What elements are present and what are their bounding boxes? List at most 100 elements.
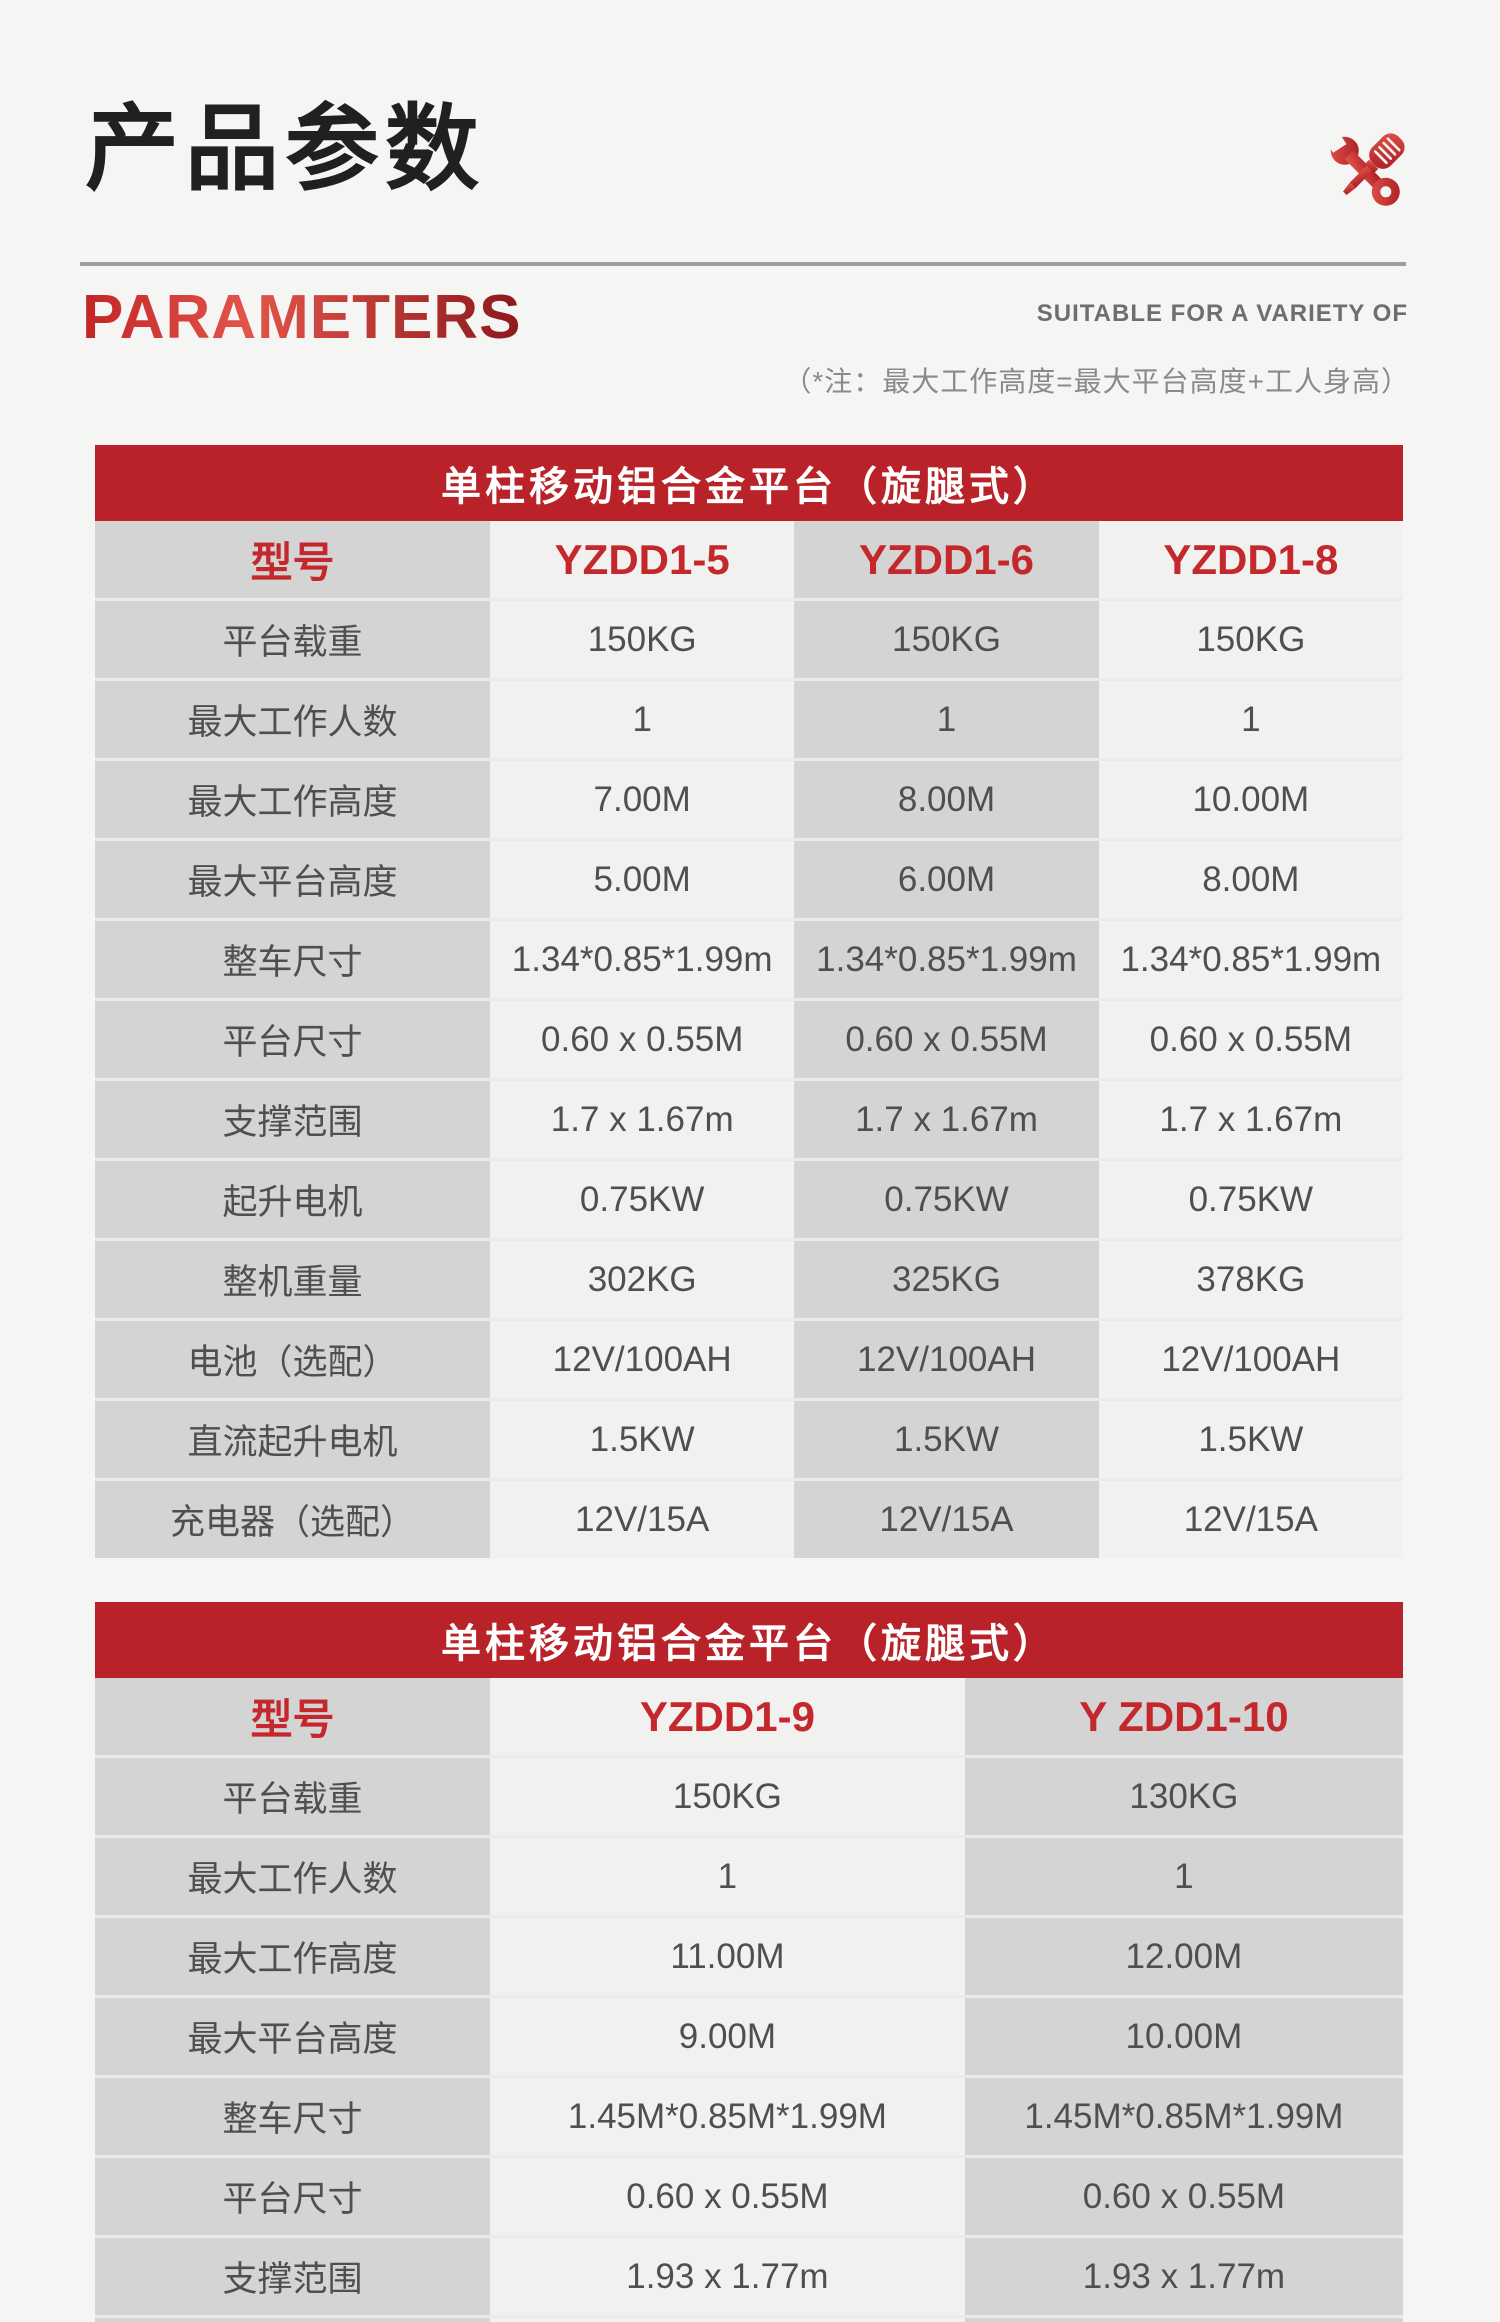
spec-row: 整车尺寸 1.45M*0.85M*1.99M 1.45M*0.85M*1.99M — [95, 2078, 1403, 2155]
row-label: 最大平台高度 — [95, 841, 491, 918]
spec-row: 平台尺寸 0.60 x 0.55M 0.60 x 0.55M — [95, 2158, 1403, 2235]
value-cell: 1 — [794, 681, 1099, 758]
model-name-cell: YZDD1-6 — [794, 521, 1099, 598]
subtitle-en: SUITABLE FOR A VARIETY OF — [1036, 300, 1408, 327]
table-body: 型号 YZDD1-5 YZDD1-6 YZDD1-8 平台载重 150KG 150KG 150… — [95, 521, 1403, 1558]
value-cell: 1.7 x 1.67m — [490, 1081, 795, 1158]
row-label: 最大平台高度 — [95, 1998, 491, 2075]
spec-row: 支撑范围 1.93 x 1.77m 1.93 x 1.77m — [95, 2238, 1403, 2315]
row-label: 起升电机 — [95, 1161, 491, 1238]
spec-row: 最大工作人数 1 1 — [95, 1838, 1403, 1915]
value-cell — [964, 2318, 1403, 2322]
value-cell: 12.00M — [964, 1918, 1403, 1995]
value-cell: 5.00M — [490, 841, 795, 918]
row-label: 型号 — [95, 1678, 491, 1755]
row-label: 型号 — [95, 521, 491, 598]
value-cell: 150KG — [490, 601, 795, 678]
value-cell: 10.00M — [964, 1998, 1403, 2075]
spec-row: 最大工作高度 11.00M 12.00M — [95, 1918, 1403, 1995]
model-name-cell: YZDD1-5 — [490, 521, 795, 598]
table-title: 单柱移动铝合金平台（旋腿式） — [95, 445, 1403, 521]
model-row: 型号 YZDD1-9 Y ZDD1-10 — [95, 1678, 1403, 1755]
value-cell: 325KG — [794, 1241, 1099, 1318]
spec-row: 最大工作高度 7.00M 8.00M 10.00M — [95, 761, 1403, 838]
row-label: 整机重量 — [95, 1241, 491, 1318]
spec-table-1: 单柱移动铝合金平台（旋腿式） 型号 YZDD1-5 YZDD1-6 YZDD1-8 平台… — [95, 445, 1403, 1558]
value-cell: 150KG — [794, 601, 1099, 678]
value-cell: 12V/15A — [794, 1481, 1099, 1558]
spec-row: 电池（选配） 12V/100AH 12V/100AH 12V/100AH — [95, 1321, 1403, 1398]
table-body: 型号 YZDD1-9 Y ZDD1-10 平台载重 150KG 130KG 最大工作人数 1 1… — [95, 1678, 1403, 2322]
model-row: 型号 YZDD1-5 YZDD1-6 YZDD1-8 — [95, 521, 1403, 598]
spec-table-2: 单柱移动铝合金平台（旋腿式） 型号 YZDD1-9 Y ZDD1-10 平台载重 150… — [95, 1602, 1403, 2322]
value-cell: 1.93 x 1.77m — [490, 2238, 965, 2315]
spec-row: 平台载重 150KG 150KG 150KG — [95, 601, 1403, 678]
value-cell: 1.7 x 1.67m — [1098, 1081, 1403, 1158]
value-cell: 130KG — [964, 1758, 1403, 1835]
spec-row: 整机重量 302KG 325KG 378KG — [95, 1241, 1403, 1318]
row-label: 支撑范围 — [95, 1081, 491, 1158]
row-label: 最大工作人数 — [95, 681, 491, 758]
spec-row: 平台载重 150KG 130KG — [95, 1758, 1403, 1835]
value-cell: 0.75KW — [1098, 1161, 1403, 1238]
model-name-cell: YZDD1-9 — [490, 1678, 965, 1755]
value-cell: 150KG — [1098, 601, 1403, 678]
value-cell: 1.5KW — [794, 1401, 1099, 1478]
row-label: 支撑范围 — [95, 2238, 491, 2315]
value-cell: 12V/15A — [490, 1481, 795, 1558]
value-cell: 12V/15A — [1098, 1481, 1403, 1558]
page-title: 产品参数 — [85, 96, 486, 201]
page-title-en: PARAMETERS — [82, 283, 522, 352]
value-cell: 0.60 x 0.55M — [794, 1001, 1099, 1078]
value-cell: 1.34*0.85*1.99m — [490, 921, 795, 998]
row-label: 整车尺寸 — [95, 2078, 491, 2155]
row-label: 最大工作高度 — [95, 1918, 491, 1995]
model-name-cell: YZDD1-8 — [1098, 521, 1403, 598]
spec-row: 直流起升电机 1.5KW 1.5KW 1.5KW — [95, 1401, 1403, 1478]
value-cell: 150KG — [490, 1758, 965, 1835]
table-title: 单柱移动铝合金平台（旋腿式） — [95, 1602, 1403, 1678]
value-cell: 8.00M — [1098, 841, 1403, 918]
wrench-screwdriver-icon — [1323, 129, 1405, 206]
value-cell: 6.00M — [794, 841, 1099, 918]
row-label: 平台尺寸 — [95, 2158, 491, 2235]
spec-row: 充电器（选配） 12V/15A 12V/15A 12V/15A — [95, 1481, 1403, 1558]
row-label: 直流起升电机 — [95, 1401, 491, 1478]
row-label: 最大工作人数 — [95, 1838, 491, 1915]
spec-row: 平台尺寸 0.60 x 0.55M 0.60 x 0.55M 0.60 x 0.55M — [95, 1001, 1403, 1078]
value-cell: 1 — [1098, 681, 1403, 758]
value-cell — [490, 2318, 965, 2322]
row-label: 充电器（选配） — [95, 1481, 491, 1558]
spec-row: 起升电机 0.75KW 0.75KW 0.75KW — [95, 1161, 1403, 1238]
value-cell: 1.93 x 1.77m — [964, 2238, 1403, 2315]
value-cell: 8.00M — [794, 761, 1099, 838]
spec-row: 最大平台高度 9.00M 10.00M — [95, 1998, 1403, 2075]
value-cell: 7.00M — [490, 761, 795, 838]
row-label: 电池（选配） — [95, 1321, 491, 1398]
spec-row: 最大工作人数 1 1 1 — [95, 681, 1403, 758]
row-label: 整车尺寸 — [95, 921, 491, 998]
divider-line — [80, 262, 1406, 266]
value-cell: 10.00M — [1098, 761, 1403, 838]
value-cell: 1.7 x 1.67m — [794, 1081, 1099, 1158]
value-cell: 12V/100AH — [1098, 1321, 1403, 1398]
spec-row: 最大平台高度 5.00M 6.00M 8.00M — [95, 841, 1403, 918]
value-cell: 1.5KW — [1098, 1401, 1403, 1478]
value-cell: 0.75KW — [490, 1161, 795, 1238]
spec-row: 支撑范围 1.7 x 1.67m 1.7 x 1.67m 1.7 x 1.67m — [95, 1081, 1403, 1158]
value-cell: 9.00M — [490, 1998, 965, 2075]
value-cell: 1.45M*0.85M*1.99M — [490, 2078, 965, 2155]
value-cell: 0.60 x 0.55M — [1098, 1001, 1403, 1078]
value-cell: 1 — [490, 1838, 965, 1915]
row-label: 最大工作高度 — [95, 761, 491, 838]
value-cell: 0.60 x 0.55M — [964, 2158, 1403, 2235]
value-cell: 1.34*0.85*1.99m — [1098, 921, 1403, 998]
work-height-note: （*注：最大工作高度=最大平台高度+工人身高） — [783, 366, 1410, 397]
value-cell: 1.5KW — [490, 1401, 795, 1478]
value-cell: 1.45M*0.85M*1.99M — [964, 2078, 1403, 2155]
spec-row: 整车尺寸 1.34*0.85*1.99m 1.34*0.85*1.99m 1.34*0… — [95, 921, 1403, 998]
value-cell: 1 — [490, 681, 795, 758]
spec-row — [95, 2318, 1403, 2322]
row-label: 平台载重 — [95, 601, 491, 678]
